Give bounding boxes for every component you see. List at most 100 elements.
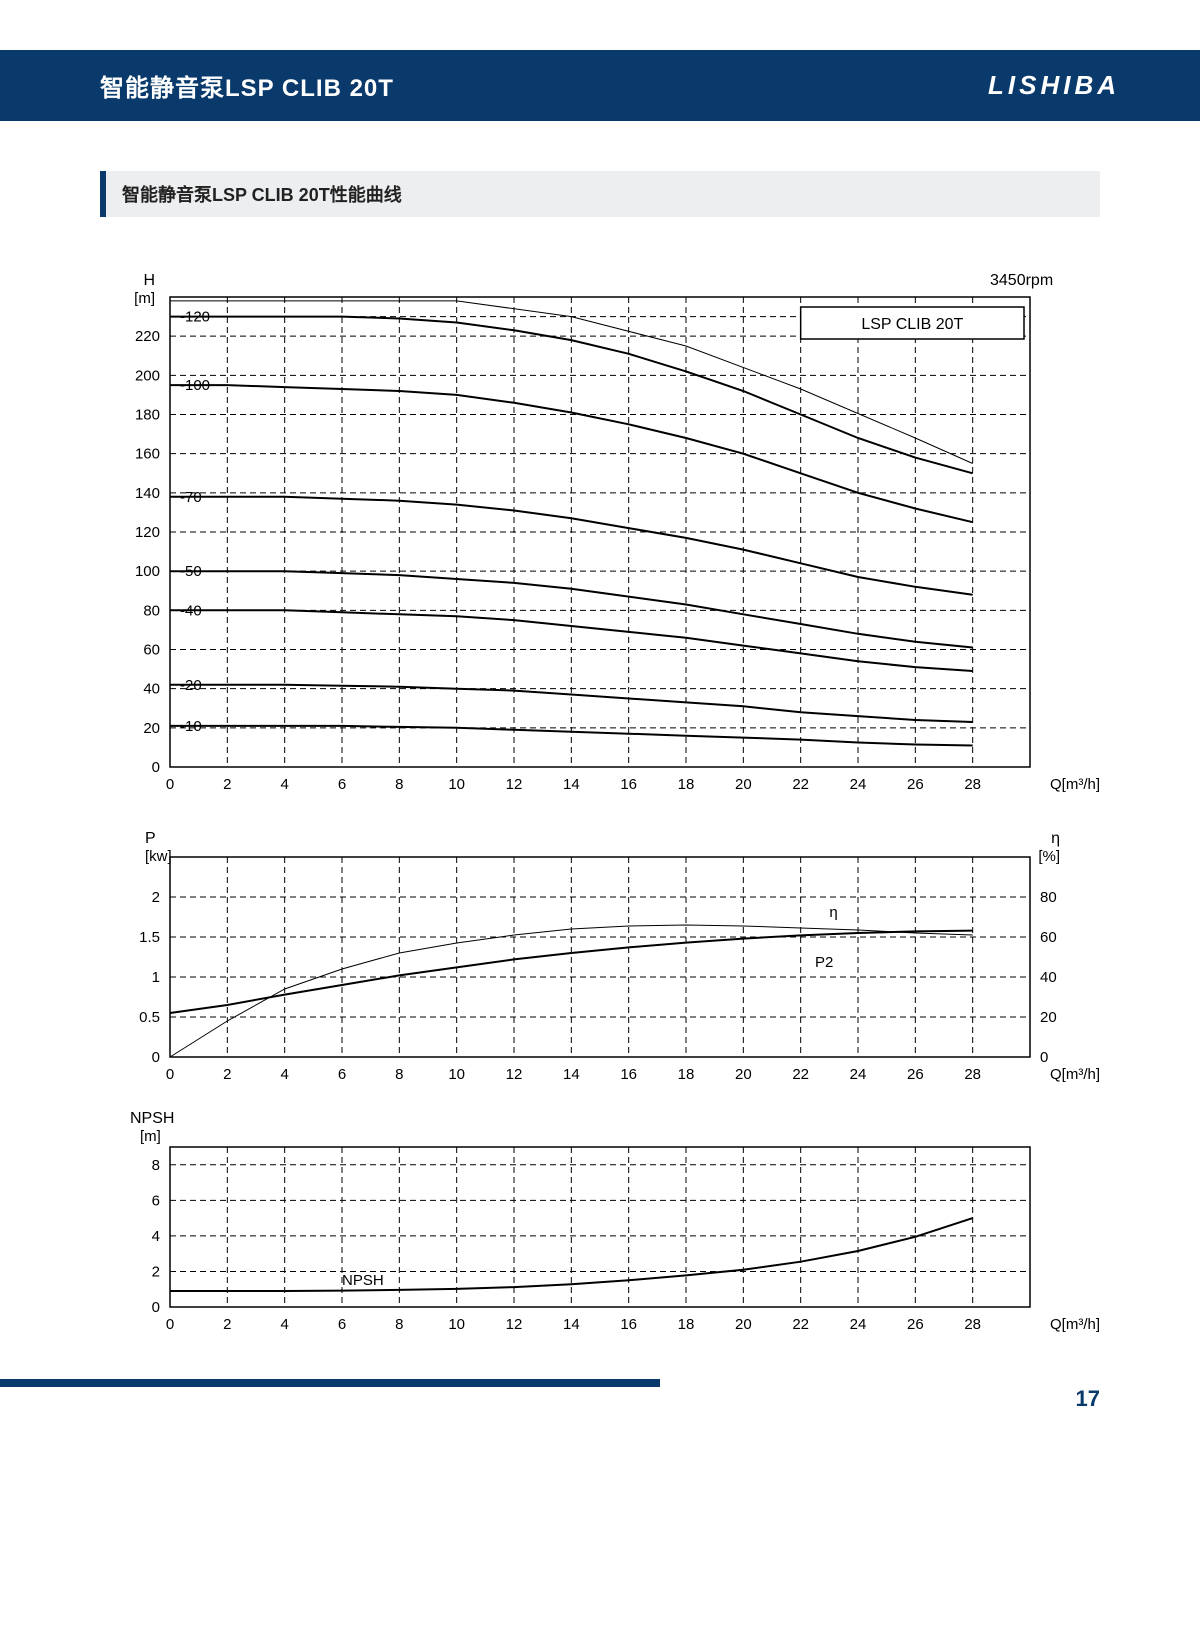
y-tick-label: 200: [135, 367, 160, 384]
y-axis-title: H: [143, 272, 155, 289]
eta-tick-label: 0: [1040, 1049, 1048, 1066]
x-tick-label: 24: [850, 776, 867, 793]
x-tick-label: 28: [964, 1066, 981, 1083]
x-tick-label: 16: [620, 1066, 637, 1083]
x-tick-label: 26: [907, 1316, 924, 1333]
curve-label: -120: [180, 309, 210, 326]
y-tick-label: 140: [135, 485, 160, 502]
curve-label: -40: [180, 602, 202, 619]
x-tick-label: 10: [448, 1316, 465, 1333]
eta-tick-label: 40: [1040, 969, 1057, 986]
x-tick-label: 16: [620, 1316, 637, 1333]
x-tick-label: 12: [506, 1316, 523, 1333]
y-tick-label: 4: [152, 1228, 160, 1245]
x-tick-label: 0: [166, 1066, 174, 1083]
x-tick-label: 2: [223, 1066, 231, 1083]
npsh-inline-label: NPSH: [342, 1272, 384, 1289]
p-tick-label: 0.5: [139, 1009, 160, 1026]
x-axis-label: Q[m³/h]: [1050, 776, 1100, 793]
y-tick-label: 0: [152, 759, 160, 776]
x-tick-label: 20: [735, 1316, 752, 1333]
curve-label: -20: [180, 677, 202, 694]
page: 智能静音泵LSP CLIB 20T LISHIBA 智能静音泵LSP CLIB …: [0, 50, 1200, 1417]
x-tick-label: 6: [338, 776, 346, 793]
y-tick-label: 60: [143, 642, 160, 659]
x-tick-label: 4: [280, 1316, 288, 1333]
y-tick-label: 220: [135, 328, 160, 345]
x-tick-label: 24: [850, 1066, 867, 1083]
x-tick-label: 0: [166, 776, 174, 793]
x-tick-label: 14: [563, 776, 580, 793]
npsh-chart: NPSH[m]024681012141618202224262802468Q[m…: [100, 1097, 1100, 1347]
eta-tick-label: 20: [1040, 1009, 1057, 1026]
x-tick-label: 18: [678, 1066, 695, 1083]
x-tick-label: 16: [620, 776, 637, 793]
x-tick-label: 0: [166, 1316, 174, 1333]
x-tick-label: 2: [223, 1316, 231, 1333]
curve-label: -10: [180, 718, 202, 735]
x-tick-label: 12: [506, 1066, 523, 1083]
chart-frame: [170, 857, 1030, 1057]
x-tick-label: 14: [563, 1316, 580, 1333]
p-axis-unit: [kw]: [145, 848, 172, 865]
page-number: 17: [1076, 1386, 1100, 1412]
y-axis-unit: [m]: [134, 290, 155, 307]
x-tick-label: 18: [678, 776, 695, 793]
curve-label: -50: [180, 563, 202, 580]
y-tick-label: 100: [135, 563, 160, 580]
x-tick-label: 26: [907, 1066, 924, 1083]
x-tick-label: 14: [563, 1066, 580, 1083]
y-tick-label: 6: [152, 1192, 160, 1209]
y-tick-label: 80: [143, 602, 160, 619]
curve-label: -70: [180, 489, 202, 506]
p2-inline-label: P2: [815, 954, 833, 971]
x-tick-label: 8: [395, 1066, 403, 1083]
y-tick-label: 180: [135, 407, 160, 424]
npsh-axis-title: NPSH: [130, 1110, 174, 1127]
footer-accent-stripe: [0, 1379, 1200, 1387]
y-tick-label: 120: [135, 524, 160, 541]
p-tick-label: 1: [152, 969, 160, 986]
eta-axis-title: η: [1051, 830, 1060, 847]
section-title: 智能静音泵LSP CLIB 20T性能曲线: [100, 171, 1100, 217]
npsh-axis-unit: [m]: [140, 1128, 161, 1145]
x-tick-label: 28: [964, 1316, 981, 1333]
x-tick-label: 18: [678, 1316, 695, 1333]
x-tick-label: 2: [223, 776, 231, 793]
x-tick-label: 24: [850, 1316, 867, 1333]
eta-axis-unit: [%]: [1038, 848, 1060, 865]
power-efficiency-chart: P[kw]η[%]024681012141618202224262800.511…: [100, 817, 1100, 1097]
x-tick-label: 22: [792, 776, 809, 793]
p-tick-label: 2: [152, 889, 160, 906]
brand-logo: LISHIBA: [988, 70, 1120, 101]
model-box-label: LSP CLIB 20T: [861, 316, 963, 333]
x-tick-label: 4: [280, 1066, 288, 1083]
eta-tick-label: 80: [1040, 889, 1057, 906]
p-tick-label: 0: [152, 1049, 160, 1066]
x-tick-label: 22: [792, 1066, 809, 1083]
p-tick-label: 1.5: [139, 929, 160, 946]
x-tick-label: 10: [448, 776, 465, 793]
curve-label: -100: [180, 377, 210, 394]
x-tick-label: 4: [280, 776, 288, 793]
head-chart: H[m]3450rpm02468101214161820222426280204…: [100, 257, 1100, 817]
x-tick-label: 10: [448, 1066, 465, 1083]
x-tick-label: 6: [338, 1316, 346, 1333]
eta-inline-label: η: [829, 904, 837, 921]
x-tick-label: 20: [735, 776, 752, 793]
eta-tick-label: 60: [1040, 929, 1057, 946]
x-axis-label: Q[m³/h]: [1050, 1316, 1100, 1333]
header-bar: 智能静音泵LSP CLIB 20T LISHIBA: [0, 50, 1200, 121]
y-tick-label: 8: [152, 1157, 160, 1174]
x-tick-label: 20: [735, 1066, 752, 1083]
rpm-label: 3450rpm: [990, 272, 1053, 289]
y-tick-label: 160: [135, 446, 160, 463]
y-tick-label: 40: [143, 681, 160, 698]
x-tick-label: 28: [964, 776, 981, 793]
x-axis-label: Q[m³/h]: [1050, 1066, 1100, 1083]
x-tick-label: 22: [792, 1316, 809, 1333]
page-title: 智能静音泵LSP CLIB 20T: [100, 68, 394, 103]
charts-container: H[m]3450rpm02468101214161820222426280204…: [0, 237, 1200, 1357]
y-tick-label: 2: [152, 1263, 160, 1280]
x-tick-label: 12: [506, 776, 523, 793]
